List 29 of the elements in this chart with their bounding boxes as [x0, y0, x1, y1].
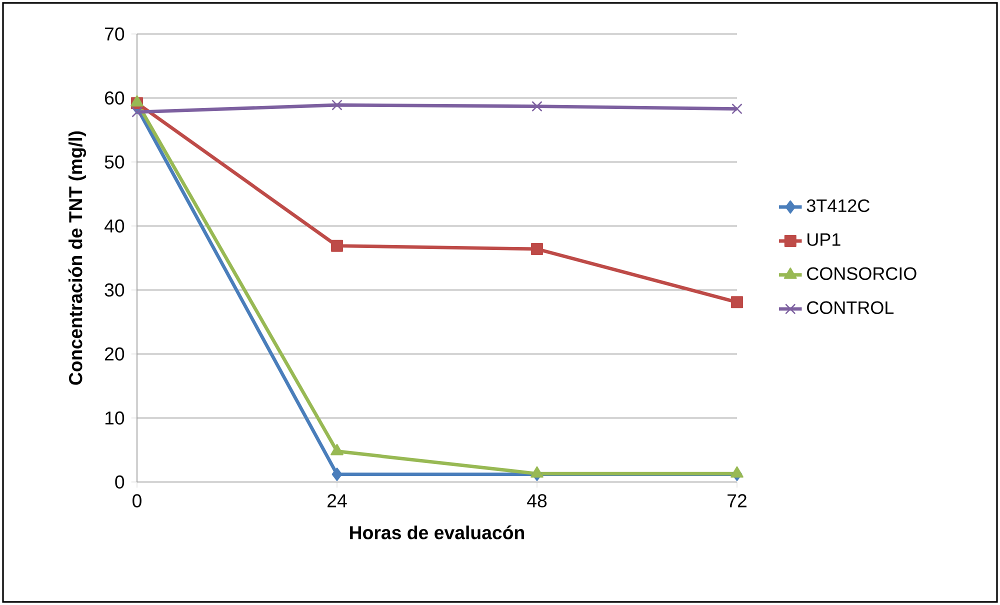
point [732, 103, 742, 114]
point [330, 444, 344, 456]
x-tick-label: 0 [132, 494, 142, 508]
x-tick-label: 24 [328, 494, 347, 508]
point [532, 100, 542, 112]
y-tick-label: 20 [105, 347, 124, 361]
legend-label: UP1 [808, 233, 840, 246]
y-axis-title: Concentración de TNT (mg/l) [68, 131, 86, 385]
point [332, 468, 342, 481]
x-axis-title: Horas de evaluacón [350, 525, 524, 540]
x-tick-label: 72 [728, 494, 746, 508]
point [332, 100, 342, 110]
y-tick-label: 50 [104, 155, 124, 169]
point [530, 466, 544, 478]
y-tick-label: 40 [104, 219, 124, 233]
x-tick-label: 48 [527, 494, 547, 508]
point [331, 240, 344, 252]
legend-label: 3T412C [806, 199, 870, 212]
point [731, 296, 744, 308]
point [730, 466, 744, 478]
y-tick-label: 60 [105, 91, 124, 105]
point [132, 106, 142, 118]
y-tick-label: 30 [104, 283, 124, 297]
y-tick-label: 0 [115, 475, 124, 489]
y-tick-label: 70 [105, 27, 124, 41]
point [531, 243, 544, 256]
legend-label: CONSORCIO [807, 267, 916, 280]
y-tick-label: 10 [105, 411, 124, 425]
legend-label: CONTROL [807, 301, 894, 314]
